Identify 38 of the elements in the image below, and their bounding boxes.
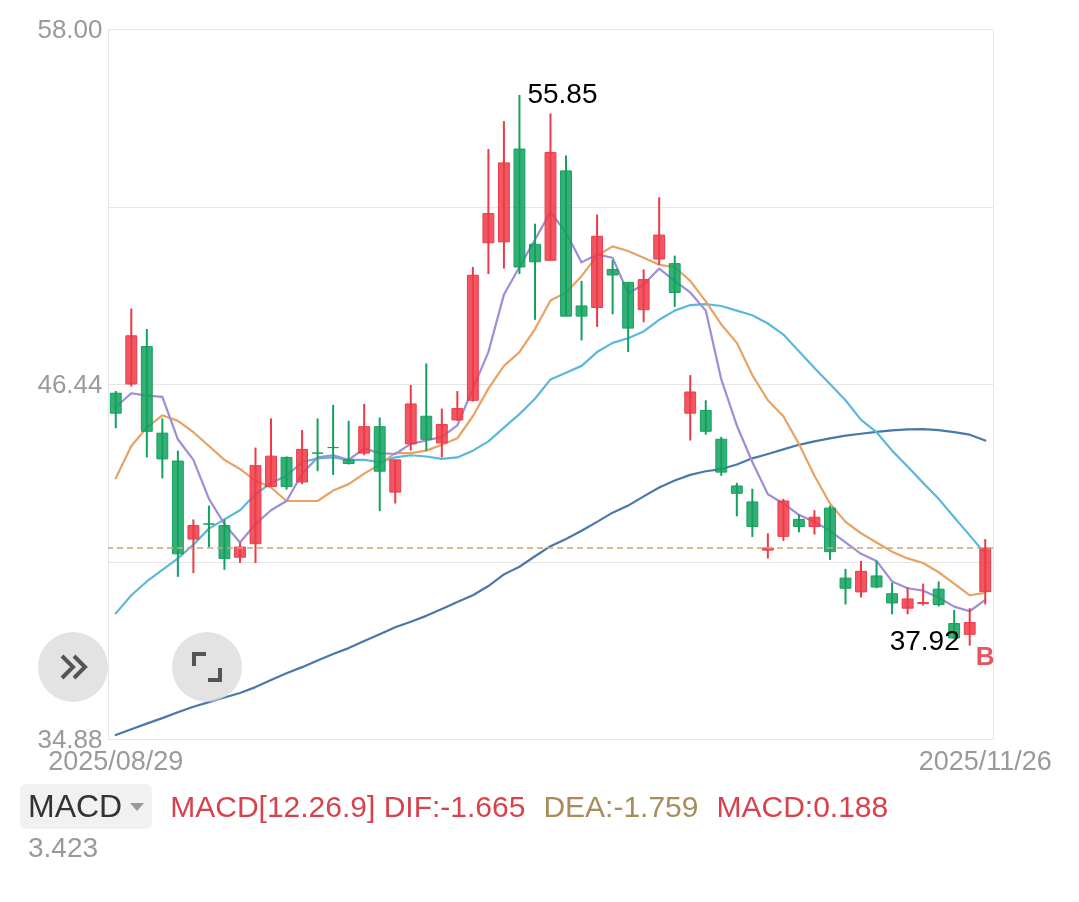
candlestick: [435, 407, 448, 459]
candlestick: [932, 580, 945, 608]
candlestick: [311, 417, 324, 473]
candlestick: [839, 567, 852, 606]
candlestick: [761, 532, 774, 560]
candlestick: [870, 559, 883, 590]
candlestick: [451, 390, 464, 422]
annotation: B: [975, 641, 995, 672]
candlestick: [342, 419, 355, 466]
candlestick: [901, 586, 914, 616]
text: DEA:-1.759: [543, 789, 699, 824]
candlestick: [327, 403, 340, 476]
candlestick: [575, 279, 588, 342]
candlestick: [699, 399, 712, 436]
candlestick: [420, 362, 433, 452]
candlestick: [653, 196, 666, 266]
candlestick: [606, 259, 619, 316]
annotation: 37.92: [889, 624, 960, 656]
x-tick-label: 2025/11/26: [918, 745, 1052, 776]
candlestick: [730, 481, 743, 518]
text: MACD:0.188: [716, 789, 889, 824]
y-tick-label: 58.00: [37, 13, 103, 44]
text: 3.423: [28, 832, 99, 864]
candlestick: [886, 581, 899, 616]
candlestick: [855, 559, 867, 599]
candlestick: [684, 374, 697, 442]
candlestick: [234, 541, 246, 565]
candlestick: [808, 509, 821, 536]
text: MACD[12.26.9] DIF:-1.665: [170, 789, 526, 824]
candlestick: [187, 518, 200, 575]
annotation: 55.85: [527, 78, 598, 110]
y-tick-label: 46.44: [37, 368, 103, 399]
candlestick: [202, 504, 215, 549]
candlestick: [109, 390, 122, 430]
candlestick: [529, 222, 541, 321]
candlestick: [917, 582, 930, 607]
text: MACD: [28, 788, 123, 825]
candlestick: [963, 607, 976, 647]
